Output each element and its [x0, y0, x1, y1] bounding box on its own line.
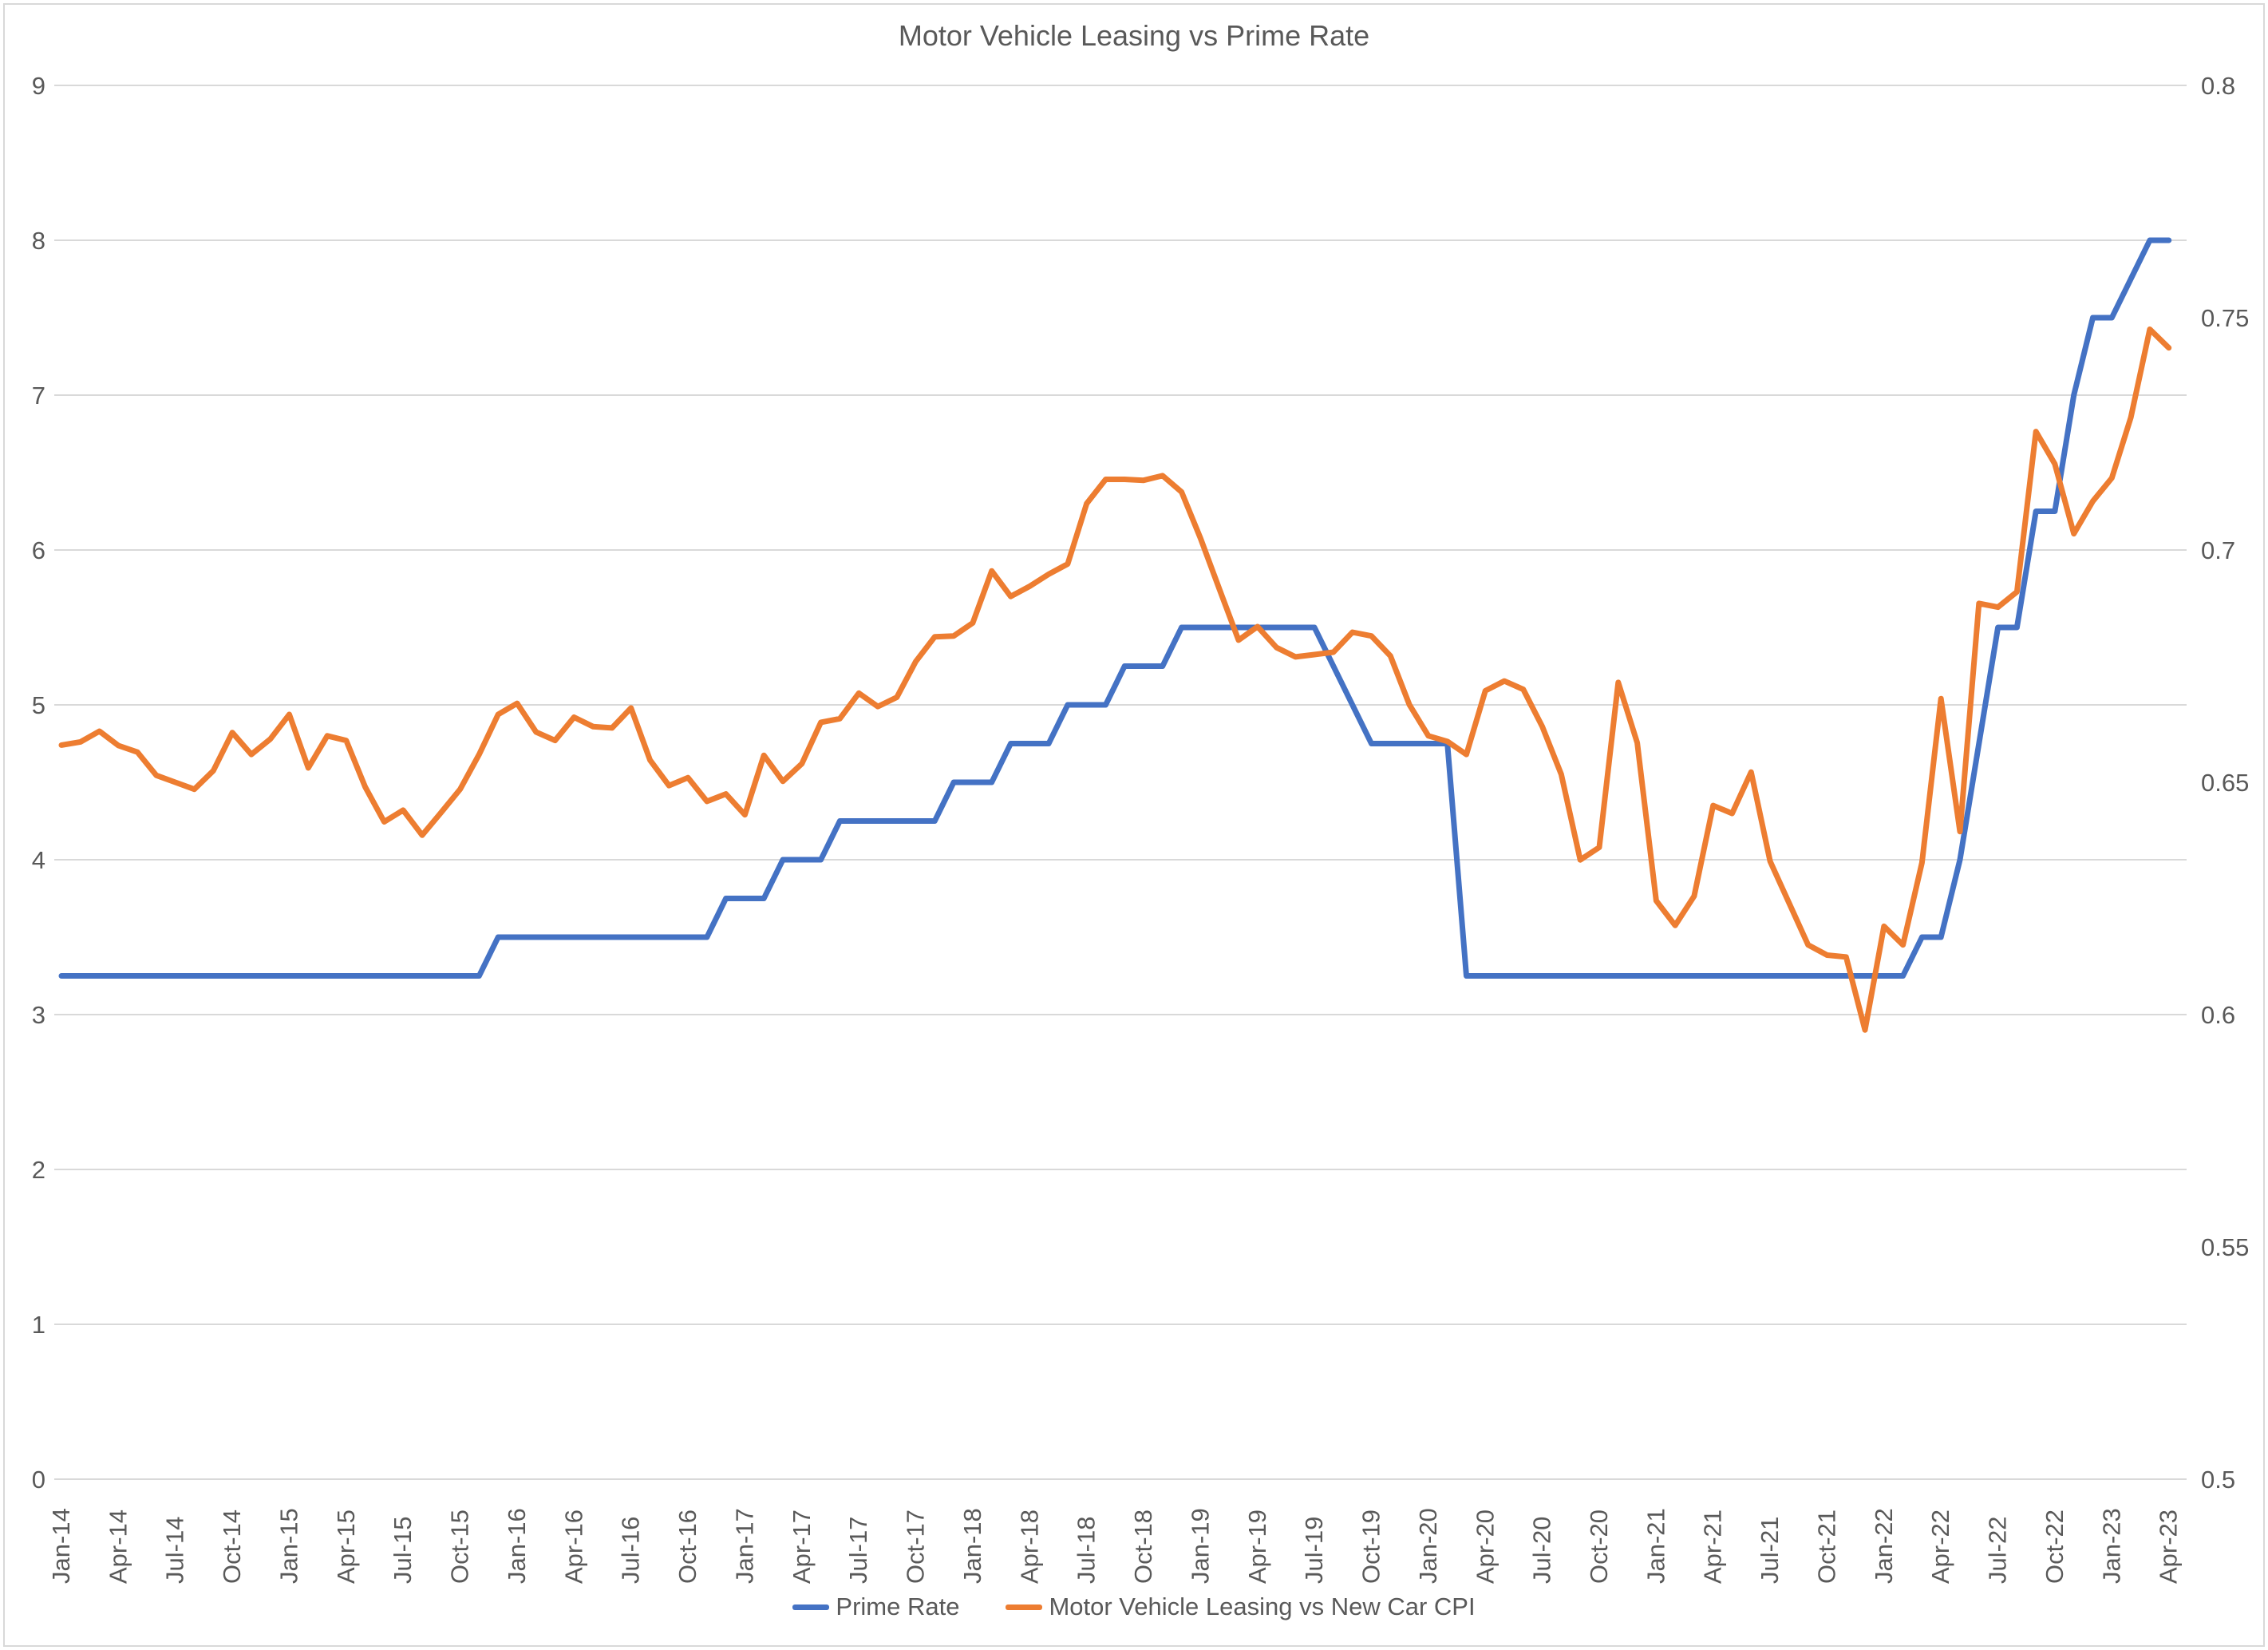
x-axis-tick-label: Oct-20	[1585, 1510, 1613, 1584]
x-axis-tick-label: Apr-21	[1699, 1510, 1727, 1584]
x-axis-tick-label: Oct-19	[1357, 1510, 1385, 1584]
x-axis-tick-label: Apr-15	[332, 1510, 360, 1584]
x-axis-tick-label: Jul-15	[389, 1517, 417, 1584]
x-axis-tick-label: Oct-14	[218, 1510, 246, 1584]
legend-line-sample-blue	[792, 1604, 830, 1610]
legend-item-prime-rate: Prime Rate	[792, 1593, 959, 1621]
x-axis-tick-label: Oct-18	[1129, 1510, 1157, 1584]
x-axis-tick-label: Jul-22	[1984, 1517, 2012, 1584]
x-axis-tick-label: Jan-23	[2097, 1508, 2125, 1584]
x-axis-tick-label: Oct-22	[2041, 1510, 2068, 1584]
x-axis-tick-label: Apr-17	[788, 1510, 816, 1584]
x-axis-tick-label: Jul-21	[1756, 1517, 1784, 1584]
right-axis-tick-label: 0.7	[2201, 536, 2235, 564]
left-axis-tick-label: 4	[32, 846, 45, 874]
legend-item-leasing-cpi: Motor Vehicle Leasing vs New Car CPI	[1006, 1593, 1476, 1621]
x-axis-tick-label: Apr-19	[1243, 1510, 1271, 1584]
left-axis-tick-label: 6	[32, 536, 45, 564]
x-axis-tick-label: Jul-16	[617, 1517, 645, 1584]
left-axis-tick-label: 1	[32, 1311, 45, 1339]
left-axis-tick-label: 8	[32, 227, 45, 255]
legend-label: Motor Vehicle Leasing vs New Car CPI	[1049, 1593, 1476, 1620]
x-axis-tick-label: Jan-17	[730, 1508, 758, 1584]
x-axis-tick-label: Apr-16	[559, 1510, 587, 1584]
left-axis-tick-label: 2	[32, 1156, 45, 1184]
x-axis-tick-label: Oct-15	[446, 1510, 474, 1584]
left-axis-tick-label: 5	[32, 691, 45, 719]
series-line-leasing-vs-newcar-cpi	[58, 326, 2172, 1033]
legend-label: Prime Rate	[836, 1593, 960, 1620]
chart-title: Motor Vehicle Leasing vs Prime Rate	[898, 19, 1370, 52]
right-axis-tick-label: 0.5	[2201, 1466, 2235, 1494]
right-axis-tick-label: 0.75	[2201, 304, 2249, 332]
left-axis-tick-label: 7	[32, 382, 45, 410]
x-axis-tick-label: Oct-21	[1812, 1510, 1840, 1584]
x-axis-tick-label: Apr-20	[1471, 1510, 1499, 1584]
right-axis-tick-label: 0.55	[2201, 1233, 2249, 1261]
x-axis-tick-label: Oct-17	[902, 1510, 930, 1584]
x-axis-tick-label: Jul-18	[1073, 1517, 1100, 1584]
x-axis-tick-label: Apr-14	[104, 1510, 132, 1584]
right-axis-tick-label: 0.8	[2201, 72, 2235, 100]
x-axis-tick-label: Jan-15	[275, 1508, 302, 1584]
legend: Prime Rate Motor Vehicle Leasing vs New …	[0, 1593, 2268, 1621]
x-axis-tick-label: Jul-17	[844, 1517, 872, 1584]
x-axis-tick-label: Jan-20	[1414, 1508, 1442, 1584]
left-axis-tick-label: 9	[32, 72, 45, 100]
x-axis-tick-label: Apr-23	[2155, 1510, 2183, 1584]
right-axis-tick-label: 0.6	[2201, 1001, 2235, 1029]
x-axis-tick-label: Jan-14	[47, 1508, 75, 1584]
x-axis-tick-label: Jul-20	[1528, 1517, 1556, 1584]
chart-border	[3, 3, 2265, 1647]
x-axis-tick-label: Apr-18	[1015, 1510, 1043, 1584]
x-axis-tick-label: Jan-22	[1870, 1508, 1898, 1584]
x-axis-tick-label: Jan-18	[958, 1508, 986, 1584]
x-axis-tick-label: Jan-16	[503, 1508, 531, 1584]
x-axis-tick-label: Jul-14	[161, 1517, 189, 1584]
left-axis-tick-label: 3	[32, 1001, 45, 1029]
series-line-prime-rate	[58, 237, 2172, 979]
right-axis-tick-label: 0.65	[2201, 769, 2249, 797]
left-axis-tick-label: 0	[32, 1466, 45, 1494]
x-axis-tick-label: Jan-19	[1186, 1508, 1214, 1584]
x-axis-tick-label: Jan-21	[1642, 1508, 1669, 1584]
x-axis-tick-label: Jul-19	[1300, 1517, 1328, 1584]
x-axis-tick-label: Apr-22	[1926, 1510, 1954, 1584]
x-axis-tick-label: Oct-16	[674, 1510, 701, 1584]
legend-line-sample-orange	[1006, 1604, 1043, 1610]
